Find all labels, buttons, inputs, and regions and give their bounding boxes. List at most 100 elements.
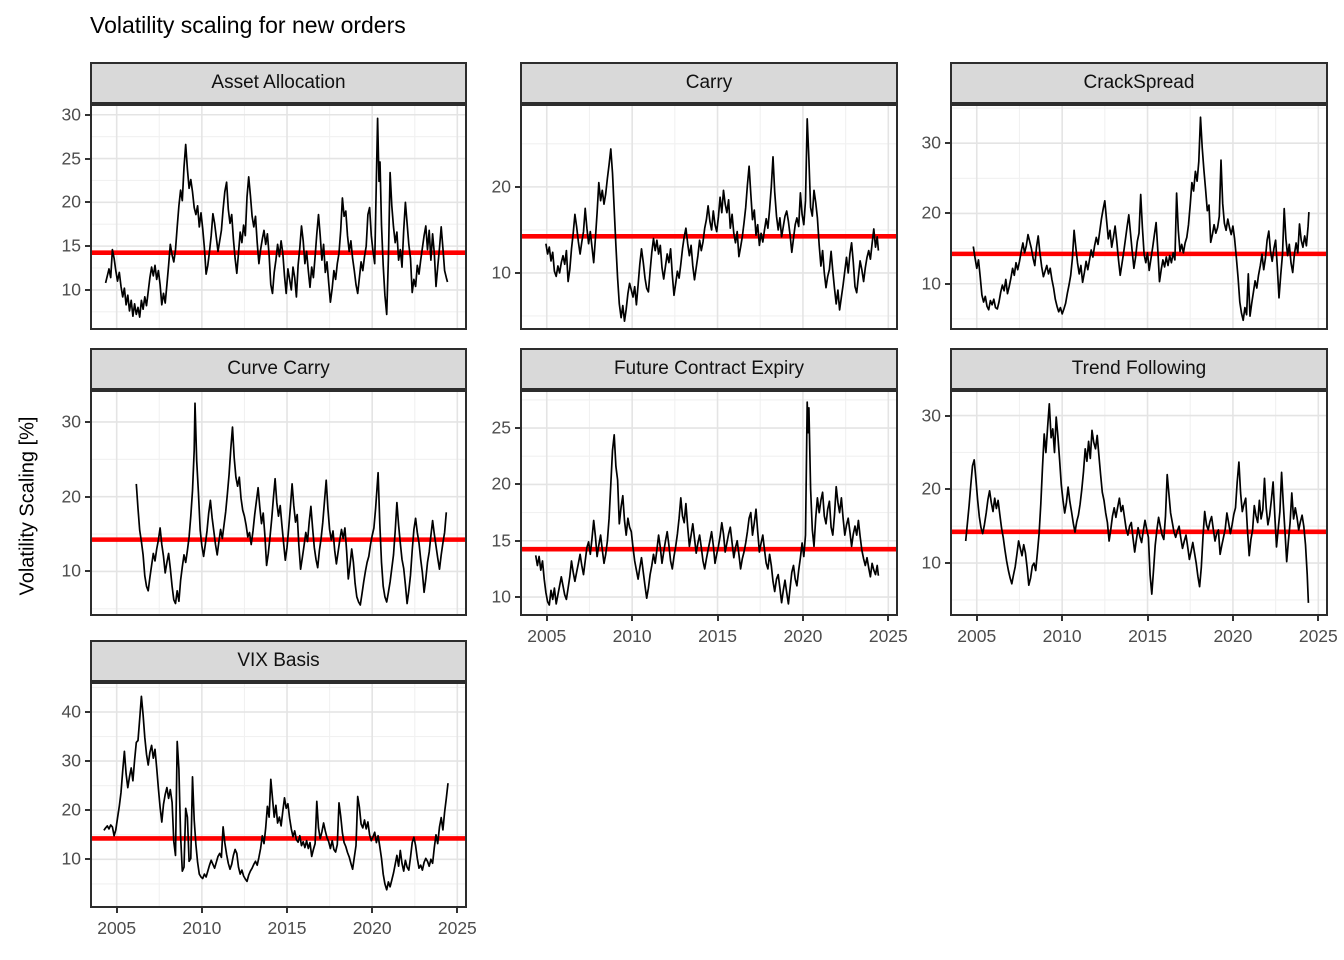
x-tick-label: 2015 bbox=[698, 626, 737, 646]
x-tick-mark bbox=[1317, 616, 1320, 621]
x-tick-mark bbox=[631, 616, 634, 621]
y-tick-mark bbox=[85, 245, 90, 248]
facet-strip-label: Future Contract Expiry bbox=[613, 358, 805, 379]
y-tick-label: 10 bbox=[491, 586, 511, 607]
facet-strip: Future Contract Expiry bbox=[520, 348, 898, 390]
x-tick-label: 2010 bbox=[612, 626, 652, 646]
facet-panel bbox=[950, 104, 1328, 330]
x-tick-label: 2020 bbox=[352, 918, 392, 938]
x-tick-mark bbox=[1061, 616, 1064, 621]
facet-strip-label: Curve Carry bbox=[227, 358, 330, 379]
y-tick-mark bbox=[85, 710, 90, 713]
y-tick-label: 10 bbox=[921, 273, 941, 294]
x-tick-label: 2005 bbox=[527, 626, 567, 646]
y-tick-mark bbox=[85, 809, 90, 812]
x-tick-label: 2025 bbox=[868, 626, 908, 646]
series-line bbox=[135, 402, 448, 606]
x-tick-label: 2020 bbox=[1213, 626, 1253, 646]
x-tick-label: 2010 bbox=[1042, 626, 1082, 646]
x-tick-mark bbox=[115, 908, 118, 913]
y-tick-label: 25 bbox=[61, 148, 81, 169]
y-tick-label: 25 bbox=[491, 417, 511, 438]
series-line bbox=[534, 401, 880, 606]
y-tick-mark bbox=[515, 185, 520, 188]
y-tick-label: 30 bbox=[61, 750, 81, 771]
y-tick-label: 20 bbox=[491, 473, 511, 494]
plot-area bbox=[522, 106, 896, 328]
x-tick-mark bbox=[1146, 616, 1149, 621]
y-tick-mark bbox=[85, 157, 90, 160]
x-tick-mark bbox=[801, 616, 804, 621]
x-tick-mark bbox=[456, 908, 459, 913]
plot-area bbox=[522, 392, 896, 614]
facet-panel bbox=[520, 104, 898, 330]
plot-area bbox=[92, 106, 465, 328]
y-tick-label: 15 bbox=[61, 235, 81, 256]
x-tick-mark bbox=[887, 616, 890, 621]
x-tick-label: 2025 bbox=[1298, 626, 1338, 646]
x-tick-label: 2020 bbox=[783, 626, 823, 646]
x-tick-mark bbox=[545, 616, 548, 621]
y-tick-mark bbox=[515, 427, 520, 430]
chart-title: Volatility scaling for new orders bbox=[90, 12, 406, 38]
y-tick-mark bbox=[85, 201, 90, 204]
facet-strip-label: Carry bbox=[685, 72, 733, 93]
series-line bbox=[104, 117, 449, 318]
facet-panel bbox=[90, 390, 467, 616]
y-tick-label: 20 bbox=[61, 486, 81, 507]
x-tick-mark bbox=[975, 616, 978, 621]
facet-panel bbox=[90, 104, 467, 330]
facet-strip: VIX Basis bbox=[90, 640, 467, 682]
y-tick-mark bbox=[515, 596, 520, 599]
y-tick-label: 30 bbox=[921, 132, 941, 153]
facet-strip-label: Asset Allocation bbox=[211, 72, 346, 93]
facet-panel bbox=[520, 390, 898, 616]
x-tick-label: 2015 bbox=[1128, 626, 1167, 646]
series-line bbox=[545, 118, 880, 322]
y-tick-label: 10 bbox=[921, 552, 941, 573]
facet-strip-label: Trend Following bbox=[1071, 358, 1207, 379]
y-tick-mark bbox=[945, 142, 950, 145]
y-tick-mark bbox=[85, 760, 90, 763]
facet-panel bbox=[950, 390, 1328, 616]
facet-strip: Asset Allocation bbox=[90, 62, 467, 104]
facet-strip: CrackSpread bbox=[950, 62, 1328, 104]
facet-strip: Curve Carry bbox=[90, 348, 467, 390]
x-tick-mark bbox=[1231, 616, 1234, 621]
y-tick-mark bbox=[945, 414, 950, 417]
y-tick-mark bbox=[85, 858, 90, 861]
facet-strip-label: VIX Basis bbox=[237, 650, 320, 671]
y-tick-label: 15 bbox=[491, 530, 511, 551]
y-tick-label: 10 bbox=[491, 262, 511, 283]
series-line bbox=[964, 402, 1310, 603]
x-tick-mark bbox=[716, 616, 719, 621]
y-tick-label: 20 bbox=[921, 478, 941, 499]
x-tick-label: 2005 bbox=[957, 626, 997, 646]
facet-strip: Trend Following bbox=[950, 348, 1328, 390]
y-tick-mark bbox=[515, 483, 520, 486]
x-tick-label: 2015 bbox=[267, 918, 307, 938]
y-tick-mark bbox=[515, 539, 520, 542]
series-line bbox=[103, 695, 449, 891]
facet-panel bbox=[90, 682, 467, 908]
y-tick-mark bbox=[85, 570, 90, 573]
y-tick-mark bbox=[945, 282, 950, 285]
x-tick-label: 2005 bbox=[97, 918, 137, 938]
y-tick-label: 20 bbox=[61, 799, 81, 820]
plot-area bbox=[952, 392, 1326, 614]
y-tick-mark bbox=[85, 113, 90, 116]
y-tick-mark bbox=[945, 488, 950, 491]
y-tick-mark bbox=[515, 271, 520, 274]
y-tick-label: 10 bbox=[61, 560, 81, 581]
y-tick-label: 10 bbox=[61, 279, 81, 300]
plot-area bbox=[92, 392, 465, 614]
x-tick-label: 2010 bbox=[182, 918, 222, 938]
x-tick-label: 2025 bbox=[437, 918, 477, 938]
plot-area bbox=[952, 106, 1326, 328]
x-tick-mark bbox=[371, 908, 374, 913]
y-tick-label: 10 bbox=[61, 848, 81, 869]
plot-area bbox=[92, 684, 465, 906]
y-tick-mark bbox=[85, 420, 90, 423]
y-tick-mark bbox=[85, 288, 90, 291]
